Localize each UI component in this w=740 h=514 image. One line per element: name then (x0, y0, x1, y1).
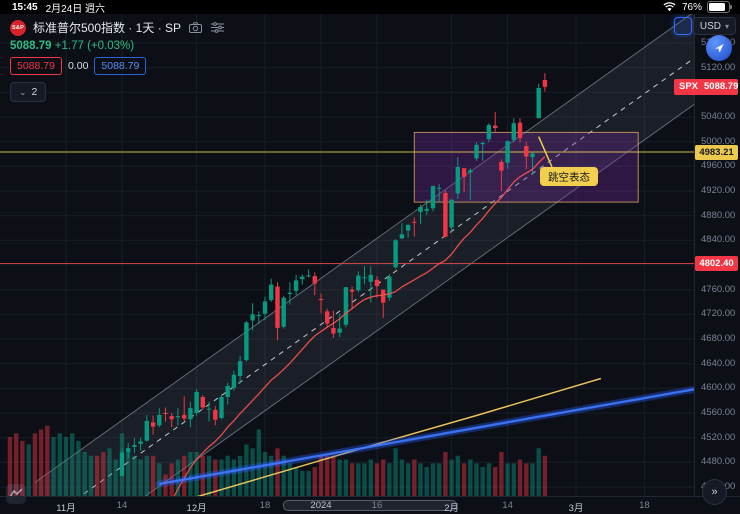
price-label: 4920.00 (701, 185, 736, 196)
time-label: 11月 (56, 503, 76, 514)
chart-area[interactable]: 跳空表态 S&P 标准普尔500指数 · 1天 · SP 5088.79 +1.… (0, 14, 740, 514)
layout-button[interactable] (674, 17, 692, 35)
price-label: 4880.00 (701, 209, 736, 221)
chevron-down-icon: ⌄ (19, 86, 27, 97)
camera-icon[interactable] (188, 20, 203, 35)
battery-percent: 76% (681, 1, 702, 13)
time-label: 14 (502, 500, 513, 511)
price-label: 4520.00 (701, 431, 736, 443)
price-change-pct: (+0.03%) (87, 40, 135, 52)
floating-pointer-button[interactable] (706, 35, 732, 61)
chart-legend: S&P 标准普尔500指数 · 1天 · SP 5088.79 +1.77 (+… (10, 19, 225, 102)
price-label: 5120.00 (701, 61, 736, 73)
price-label: 5040.00 (701, 111, 736, 122)
time-label: 16 (371, 500, 383, 511)
indicators-collapse-button[interactable]: ⌄ 2 (10, 82, 47, 102)
candlestick-chart[interactable]: 跳空表态 (0, 14, 740, 514)
ma-20-line (173, 156, 546, 497)
candlestick-series (119, 73, 548, 476)
price-label: 4680.00 (701, 333, 736, 344)
tradingview-logo (6, 484, 26, 504)
red-alert-price-badge[interactable]: 4802.40 (695, 256, 738, 272)
price-label: 4480.00 (701, 456, 736, 468)
status-bar: 15:45 2月24日 週六 76% (0, 0, 740, 15)
price-label: 4960.00 (701, 160, 736, 172)
callout-drawing[interactable]: 跳空表态 (538, 136, 598, 186)
symbol-title[interactable]: 标准普尔500指数 · 1天 · SP (33, 21, 182, 35)
battery-icon (707, 1, 732, 13)
price-label: 4640.00 (701, 357, 736, 369)
price-change: +1.77 (54, 40, 84, 52)
price-label: 4760.00 (701, 283, 736, 295)
time-label: 14 (116, 500, 128, 511)
price-label: 4600.00 (701, 382, 736, 394)
yellow-ma-line (196, 377, 602, 497)
spread-value: 0.00 (67, 60, 89, 72)
clock-time: 15:45 (12, 1, 38, 13)
low-price-box: 5088.79 (10, 57, 62, 75)
svg-text:跳空表态: 跳空表态 (548, 171, 590, 184)
high-price-box: 5088.79 (94, 57, 147, 75)
time-axis[interactable]: 11月 14 12月 18 2024 16 2月 14 3月 18 (0, 496, 740, 514)
grid (0, 14, 694, 497)
last-price-row: 5088.79 +1.77 (+0.03%) (10, 40, 225, 52)
trend-channel-drawing[interactable] (34, 14, 713, 514)
time-label: 3月 (568, 503, 584, 514)
price-label: 4840.00 (701, 234, 736, 246)
last-price-badge: SPX 5088.79 (674, 78, 738, 95)
symbol-logo: S&P (10, 19, 26, 36)
last-price: 5088.79 (10, 40, 52, 52)
cursor-arrow-icon (714, 43, 724, 53)
time-label: 2月 (444, 503, 459, 514)
time-label: 2024 (310, 500, 332, 511)
price-axis[interactable]: 4440.004480.004520.004560.004600.004640.… (694, 14, 740, 497)
price-label: 5000.00 (701, 135, 736, 147)
wifi-icon (662, 0, 677, 15)
currency-selector[interactable]: USD ▾ (692, 17, 736, 35)
time-label: 18 (639, 500, 650, 511)
chevron-down-icon: ▾ (724, 21, 729, 31)
yellow-alert-price-badge[interactable]: 4983.21 (695, 144, 738, 160)
time-label: 12月 (186, 503, 207, 514)
price-label: 4720.00 (701, 308, 736, 320)
price-label: 4560.00 (701, 407, 736, 418)
scrollbar-handle[interactable] (283, 500, 457, 511)
settings-sliders-icon[interactable] (210, 20, 225, 35)
go-to-realtime-button[interactable]: » (702, 479, 727, 505)
status-date: 2月24日 週六 (45, 3, 106, 15)
time-label: 18 (259, 500, 271, 511)
